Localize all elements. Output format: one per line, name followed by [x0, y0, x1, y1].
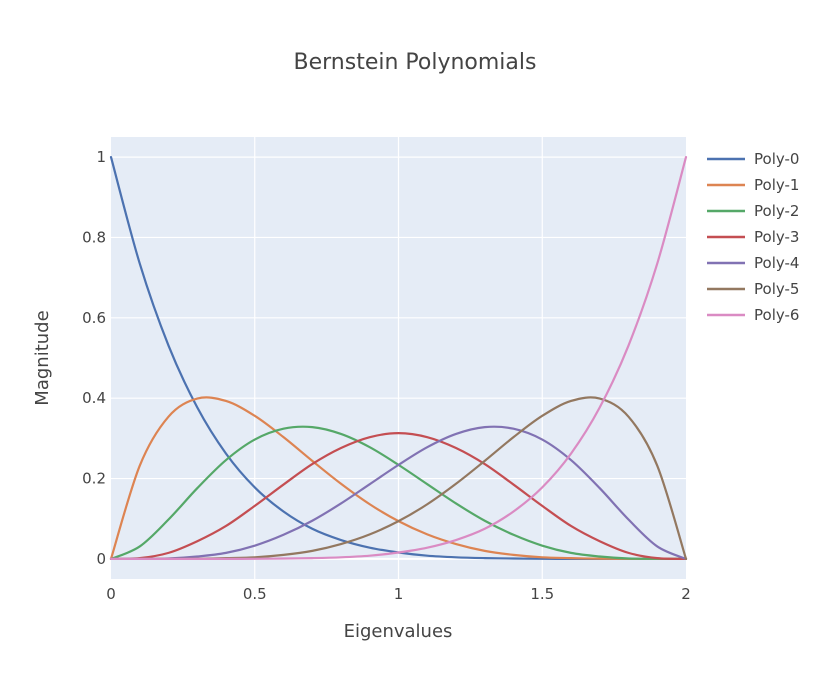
legend-item-poly-0[interactable]: Poly-0 — [707, 150, 799, 168]
legend[interactable]: Poly-0 Poly-1 Poly-2 Poly-3 Poly-4 Poly-5 Poly… — [707, 150, 799, 324]
x-tick-label: 0 — [106, 585, 116, 603]
legend-label: Poly-6 — [754, 306, 799, 324]
legend-label: Poly-1 — [754, 176, 799, 194]
y-tick-label: 0.4 — [82, 389, 106, 407]
y-tick-label: 0.2 — [82, 470, 106, 488]
y-axis-ticks: 0 0.2 0.4 0.6 0.8 1 — [82, 148, 106, 568]
series-line-poly-6 — [109, 155, 688, 561]
x-tick-label: 1.5 — [530, 585, 554, 603]
legend-item-poly-1[interactable]: Poly-1 — [707, 176, 799, 194]
x-tick-label: 2 — [681, 585, 691, 603]
legend-label: Poly-4 — [754, 254, 799, 272]
legend-item-poly-5[interactable]: Poly-5 — [707, 280, 799, 298]
x-axis-ticks: 0 0.5 1 1.5 2 — [106, 585, 691, 603]
legend-label: Poly-5 — [754, 280, 799, 298]
legend-item-poly-4[interactable]: Poly-4 — [707, 254, 799, 272]
legend-label: Poly-0 — [754, 150, 799, 168]
x-tick-label: 0.5 — [243, 585, 267, 603]
series-lines — [109, 155, 688, 561]
y-tick-label: 0 — [96, 550, 106, 568]
legend-item-poly-2[interactable]: Poly-2 — [707, 202, 799, 220]
y-tick-label: 0.6 — [82, 309, 106, 327]
series-line-poly-3 — [109, 432, 688, 561]
legend-label: Poly-2 — [754, 202, 799, 220]
y-axis-title: Magnitude — [32, 310, 53, 405]
legend-item-poly-3[interactable]: Poly-3 — [707, 228, 799, 246]
x-tick-label: 1 — [394, 585, 404, 603]
x-axis-title: Eigenvalues — [344, 621, 453, 642]
legend-item-poly-6[interactable]: Poly-6 — [707, 306, 799, 324]
y-tick-label: 0.8 — [82, 228, 106, 246]
chart-title: Bernstein Polynomials — [294, 50, 537, 75]
legend-label: Poly-3 — [754, 228, 799, 246]
y-tick-label: 1 — [96, 148, 106, 166]
series-line-poly-4 — [109, 425, 688, 561]
